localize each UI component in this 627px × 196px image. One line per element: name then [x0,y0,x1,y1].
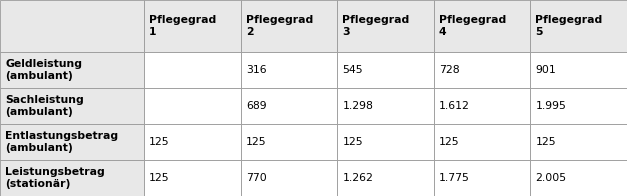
Bar [530,0,627,52]
Text: 125: 125 [439,137,460,147]
Text: 728: 728 [439,65,460,75]
Bar [434,88,530,124]
Bar [144,0,241,52]
Bar [0,52,144,88]
Bar [241,124,337,160]
Bar [0,160,144,196]
Text: 125: 125 [342,137,363,147]
Bar [434,160,530,196]
Text: Geldleistung
(ambulant): Geldleistung (ambulant) [5,59,82,81]
Bar [0,88,144,124]
Bar [0,0,144,52]
Text: Entlastungsbetrag
(ambulant): Entlastungsbetrag (ambulant) [5,131,118,153]
Text: Pflegegrad
1: Pflegegrad 1 [149,15,216,37]
Bar [337,124,434,160]
Text: Pflegegrad
2: Pflegegrad 2 [246,15,313,37]
Text: 125: 125 [149,173,170,183]
Text: Pflegegrad
5: Pflegegrad 5 [535,15,603,37]
Text: 901: 901 [535,65,556,75]
Text: Sachleistung
(ambulant): Sachleistung (ambulant) [5,95,84,117]
Text: 1.298: 1.298 [342,101,373,111]
Bar [0,124,144,160]
Bar [530,52,627,88]
Bar [144,52,241,88]
Bar [337,88,434,124]
Bar [144,160,241,196]
Bar [144,124,241,160]
Text: 1.775: 1.775 [439,173,470,183]
Text: 125: 125 [535,137,556,147]
Text: 316: 316 [246,65,266,75]
Bar [337,52,434,88]
Text: Pflegegrad
4: Pflegegrad 4 [439,15,506,37]
Text: 689: 689 [246,101,266,111]
Text: 545: 545 [342,65,363,75]
Bar [434,0,530,52]
Text: 125: 125 [149,137,170,147]
Text: 1.262: 1.262 [342,173,373,183]
Text: 1.612: 1.612 [439,101,470,111]
Bar [530,88,627,124]
Text: 2.005: 2.005 [535,173,567,183]
Bar [241,160,337,196]
Bar [144,88,241,124]
Text: 125: 125 [246,137,266,147]
Bar [434,52,530,88]
Text: Pflegegrad
3: Pflegegrad 3 [342,15,409,37]
Text: Leistungsbetrag
(stationär): Leistungsbetrag (stationär) [5,167,105,189]
Bar [530,160,627,196]
Bar [337,160,434,196]
Text: 1.995: 1.995 [535,101,566,111]
Bar [337,0,434,52]
Bar [241,88,337,124]
Text: 770: 770 [246,173,266,183]
Bar [241,0,337,52]
Bar [434,124,530,160]
Bar [241,52,337,88]
Bar [530,124,627,160]
